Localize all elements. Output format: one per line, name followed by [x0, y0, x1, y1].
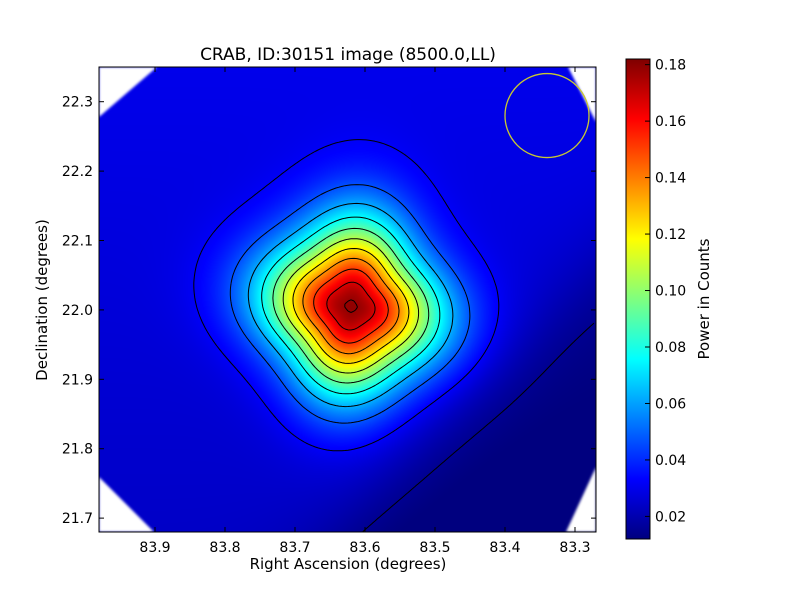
colorbar-tick-label: 0.10 — [655, 284, 686, 300]
y-tick-label: 22.3 — [62, 95, 93, 111]
colorbar-tick-label: 0.18 — [655, 58, 686, 74]
colorbar — [625, 58, 651, 540]
x-tick-label: 83.9 — [139, 540, 170, 556]
contour-line-5 — [261, 216, 441, 395]
contour-line-12 — [344, 299, 358, 313]
contour-line-1 — [362, 322, 595, 532]
colorbar-axis: 0.02 0.04 0.06 0.08 0.10 0.12 0.14 0.16 0.18 — [645, 58, 686, 525]
chart-title: CRAB, ID:30151 image (8500.0,LL) — [200, 45, 496, 65]
y-tick-label: 21.9 — [62, 372, 93, 388]
colorbar-tick-label: 0.14 — [655, 171, 686, 187]
x-axis: 83.9 83.8 83.7 83.6 83.5 83.4 83.3 — [139, 67, 591, 556]
colorbar-tick-label: 0.06 — [655, 396, 686, 412]
contour-line-7 — [282, 238, 420, 374]
contour-lines — [193, 139, 595, 532]
x-tick-label: 83.4 — [489, 540, 520, 556]
y-tick-label: 22.1 — [62, 234, 93, 250]
colorbar-tick-label: 0.12 — [655, 227, 686, 243]
heatmap-image — [99, 67, 596, 532]
y-tick-label: 21.7 — [62, 511, 93, 527]
contour-line-3 — [229, 184, 471, 424]
colorbar-tick-label: 0.08 — [655, 340, 686, 356]
x-tick-label: 83.8 — [209, 540, 240, 556]
blank-corner — [99, 477, 154, 532]
colorbar-tick-label: 0.16 — [655, 114, 686, 130]
y-tick-label: 22.2 — [62, 164, 93, 180]
contour-line-6 — [272, 227, 430, 384]
plot-area — [99, 67, 596, 532]
contour-line-11 — [326, 281, 376, 331]
beam-circle — [504, 72, 590, 159]
plot-frame — [98, 66, 597, 533]
x-tick-label: 83.3 — [559, 540, 590, 556]
y-tick-label: 21.8 — [62, 442, 93, 458]
colorbar-tick-label: 0.02 — [655, 509, 686, 525]
contour-line-10 — [313, 268, 389, 344]
y-axis: 21.7 21.8 21.9 22.0 22.1 22.2 22.3 — [62, 95, 596, 527]
blank-corner — [99, 67, 157, 117]
x-axis-title: Right Ascension (degrees) — [250, 555, 447, 573]
colorbar-tick-label: 0.04 — [655, 453, 686, 469]
contour-line-8 — [292, 248, 410, 364]
blank-corner — [566, 467, 596, 532]
image-corners — [99, 67, 596, 532]
contour-line-2 — [193, 139, 500, 452]
colorbar-label: Power in Counts — [695, 238, 713, 359]
contour-line-9 — [302, 257, 400, 355]
contour-line-4 — [247, 202, 454, 408]
x-tick-label: 83.7 — [279, 540, 310, 556]
y-tick-label: 22.0 — [62, 303, 93, 319]
x-tick-label: 83.5 — [419, 540, 450, 556]
x-tick-label: 83.6 — [349, 540, 380, 556]
y-axis-title: Declination (degrees) — [33, 219, 51, 381]
